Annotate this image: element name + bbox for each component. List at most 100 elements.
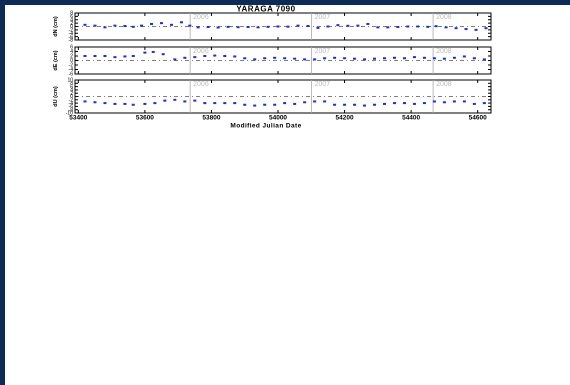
data-point-dN <box>306 24 310 27</box>
y-tick-label: 6 <box>70 84 73 90</box>
data-point-dE <box>412 56 416 59</box>
window-top-border <box>0 0 570 5</box>
x-tick-label: 53400 <box>69 115 87 122</box>
data-point-dN <box>434 25 438 28</box>
data-point-dE <box>313 58 317 61</box>
data-point-dE <box>273 56 277 59</box>
data-point-dU <box>113 102 117 105</box>
y-axis-title-dU: dU (cm) <box>53 86 59 107</box>
data-point-dU <box>452 100 456 103</box>
data-point-dE <box>193 56 197 59</box>
data-point-dE <box>442 57 446 60</box>
data-point-dE <box>183 56 187 59</box>
data-point-dE <box>243 57 247 60</box>
data-point-dE <box>452 56 456 59</box>
data-point-dU <box>363 104 367 107</box>
year-label-2008: 2008 <box>436 14 452 21</box>
data-point-dE <box>472 57 476 60</box>
data-point-dU <box>143 102 147 105</box>
year-label-2006: 2006 <box>193 14 209 21</box>
data-point-dN <box>150 22 154 25</box>
data-point-dN <box>454 27 458 30</box>
data-point-dE <box>253 58 257 61</box>
y-tick-label: 4 <box>70 49 73 55</box>
data-point-dU <box>123 102 127 105</box>
data-point-dN <box>316 26 320 29</box>
x-tick-label: 54000 <box>269 115 287 122</box>
year-label-2007: 2007 <box>315 81 331 88</box>
x-axis-title: Modified Julian Date <box>230 123 301 130</box>
data-point-dU <box>163 99 167 102</box>
data-point-dN <box>366 22 370 25</box>
data-point-dN <box>356 24 360 27</box>
y-tick-label: -6 <box>69 104 74 110</box>
data-point-dE <box>123 55 127 58</box>
data-point-dN <box>140 24 144 27</box>
y-tick-label: 2 <box>70 54 73 60</box>
data-point-dU <box>153 102 157 105</box>
data-point-dU <box>383 102 387 105</box>
y-tick-label: 4 <box>70 17 73 23</box>
y-tick-label: -2 <box>69 98 74 104</box>
data-point-dU <box>131 103 135 106</box>
data-point-dN <box>426 25 430 28</box>
y-tick-label: 0 <box>70 58 73 64</box>
data-point-dE <box>323 57 327 60</box>
data-point-dU <box>353 103 357 106</box>
data-point-dE <box>482 58 486 61</box>
data-point-dN <box>396 26 400 29</box>
data-point-dU <box>273 103 277 106</box>
data-point-dN <box>103 26 107 29</box>
data-point-dU <box>313 100 317 103</box>
chart-title: YARAGA 7090 <box>236 5 295 14</box>
data-point-dE <box>293 57 297 60</box>
y-tick-label: -10 <box>66 111 73 117</box>
data-point-dU <box>223 102 227 105</box>
y-tick-label: 6 <box>70 45 73 51</box>
x-tick-label: 54200 <box>336 115 354 122</box>
window-left-border <box>0 0 5 385</box>
y-tick-label: -8 <box>69 107 74 113</box>
data-point-dU <box>333 103 337 106</box>
y-tick-label: 0 <box>70 24 73 30</box>
data-point-dE <box>343 57 347 60</box>
data-point-dE <box>402 57 406 60</box>
y-axis-title-dN: dN (cm) <box>53 16 59 37</box>
data-point-dN <box>266 25 270 28</box>
data-point-dU <box>233 102 237 105</box>
data-point-dU <box>93 101 97 104</box>
data-point-dU <box>442 101 446 104</box>
x-tick-label: 53800 <box>202 115 220 122</box>
data-point-dE <box>392 56 396 59</box>
data-point-dE <box>383 57 387 60</box>
data-point-dU <box>303 101 307 104</box>
data-point-dN <box>170 23 174 26</box>
data-point-dN <box>276 25 280 28</box>
y-tick-label: 6 <box>70 14 73 20</box>
data-point-dU <box>253 104 257 107</box>
y-tick-label: -2 <box>69 28 74 34</box>
year-label-2008: 2008 <box>436 81 452 88</box>
data-point-dN <box>246 26 250 29</box>
data-point-dE <box>113 56 117 59</box>
data-point-dN <box>113 24 117 27</box>
y-tick-label: -8 <box>69 38 74 44</box>
y-axis-title-dE: dE (cm) <box>53 50 59 70</box>
y-tick-label: -4 <box>69 67 74 73</box>
data-point-dE <box>213 54 217 57</box>
data-point-dE <box>333 56 337 59</box>
data-point-dE <box>161 53 165 56</box>
x-tick-label: 54600 <box>469 115 487 122</box>
data-point-dU <box>283 102 287 105</box>
data-point-dN <box>179 21 183 24</box>
data-point-dN <box>196 26 200 29</box>
data-point-dU <box>193 99 197 102</box>
data-point-dU <box>293 102 297 105</box>
data-point-dN <box>326 25 330 28</box>
data-point-dU <box>243 103 247 106</box>
data-point-dN <box>216 26 220 29</box>
y-tick-label: -6 <box>69 72 74 78</box>
data-point-dE <box>263 57 267 60</box>
data-point-dN <box>416 25 420 28</box>
